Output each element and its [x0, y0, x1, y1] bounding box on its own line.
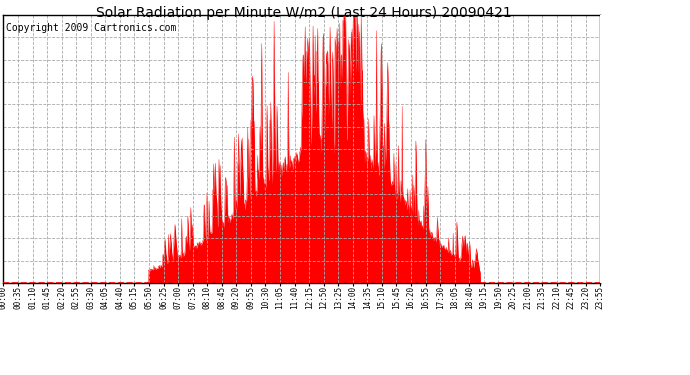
Text: Solar Radiation per Minute W/m2 (Last 24 Hours) 20090421: Solar Radiation per Minute W/m2 (Last 24…: [96, 6, 511, 20]
Text: Copyright 2009 Cartronics.com: Copyright 2009 Cartronics.com: [6, 23, 177, 33]
